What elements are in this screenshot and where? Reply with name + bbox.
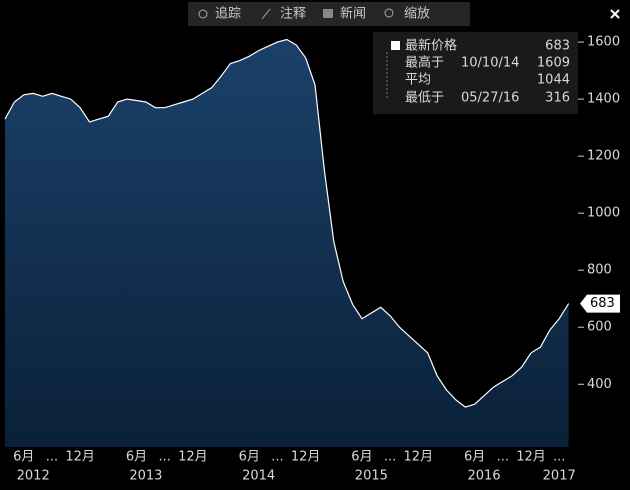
x-tick-label: 12月 [65,450,95,465]
close-icon[interactable] [610,9,620,19]
legend-date: 10/10/14 [461,56,519,71]
line [4,38,570,408]
legend-date: 05/27/16 [461,91,519,106]
legend: 最新价格 683 最高于 10/10/14 1609 平均 1044 最低于 0… [373,32,578,114]
y-tick-label: 1000 [587,206,620,221]
last-value-label: 683 [590,296,615,311]
toolbar-item[interactable]: 追踪 [215,6,241,22]
y-tick-label: 400 [587,377,612,392]
y-tick-label: 1600 [587,35,620,50]
icon [323,9,333,18]
x-tick-label: 6月 [464,450,485,465]
year-label: 2017 [543,469,576,484]
legend-label: 最低于 [405,91,444,106]
icon [261,8,271,20]
toolbar-item[interactable]: 缩放 [404,6,430,22]
legend-label: 最高于 [405,55,444,71]
x-tick-label: 6月 [351,450,372,465]
y-tick-label: 1400 [587,92,620,107]
legend-swatch [391,41,400,50]
x-tick-label: ... [158,450,170,465]
year-label: 2016 [468,469,501,484]
x-tick-label: ... [271,450,283,465]
y-tick-label: 1200 [587,149,620,164]
icon [198,9,208,19]
x-tick-label: 12月 [516,450,546,465]
x-tick-label: ... [46,450,58,465]
toolbar-item[interactable]: 新闻 [340,6,366,22]
x-tick-label: 12月 [404,450,434,465]
year-label: 2015 [355,469,388,484]
x-tick-label: 12月 [291,450,321,465]
x-tick-label: 6月 [13,450,34,465]
legend-value: 1609 [537,56,570,71]
year-label: 2013 [129,469,162,484]
toolbar-item[interactable]: 注释 [280,7,306,22]
legend-label: 平均 [405,73,431,88]
x-tick-label: ... [497,450,509,465]
legend-value: 316 [545,91,570,106]
y-tick-label: 800 [587,263,612,278]
x-tick-label: ... [384,450,396,465]
x-tick-label: 6月 [239,450,260,465]
year-label: 2012 [17,469,50,484]
close[interactable] [610,9,620,19]
icon [384,8,394,18]
last-value-tag [580,294,620,313]
legend-label: 最新价格 [405,38,457,54]
x-tick-label: 12月 [178,450,208,465]
legend-value: 1044 [537,73,570,88]
x-axis-bg [0,447,630,490]
legend-bg [373,32,578,114]
area [5,39,569,447]
x-tick-label: 6月 [126,450,147,465]
legend-value: 683 [545,39,570,54]
toolbar: 追踪 注释 新闻 缩放 [188,2,470,26]
y-tick-label: 600 [587,320,612,335]
x-tick-label: ... [553,450,565,465]
year-label: 2014 [242,469,275,484]
